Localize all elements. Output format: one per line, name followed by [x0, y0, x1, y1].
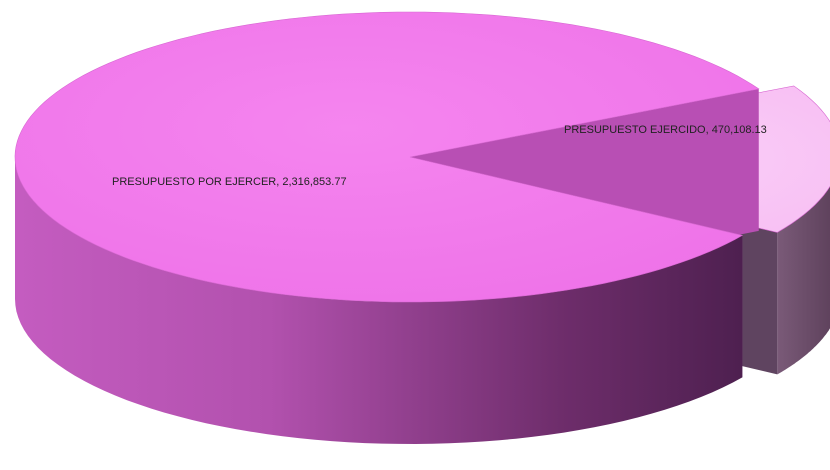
pie-slices [14, 11, 830, 444]
pie-labels: PRESUPUESTO POR EJERCER, 2,316,853.77 PR… [112, 124, 767, 188]
slice-label-ejercido: PRESUPUESTO EJERCIDO, 470,108.13 [564, 124, 767, 136]
slice-side-1 [777, 186, 830, 375]
slice-side-0 [15, 157, 743, 444]
slice-label-por-ejercer: PRESUPUESTO POR EJERCER, 2,316,853.77 [112, 176, 347, 188]
slice-top-0 [14, 11, 760, 303]
